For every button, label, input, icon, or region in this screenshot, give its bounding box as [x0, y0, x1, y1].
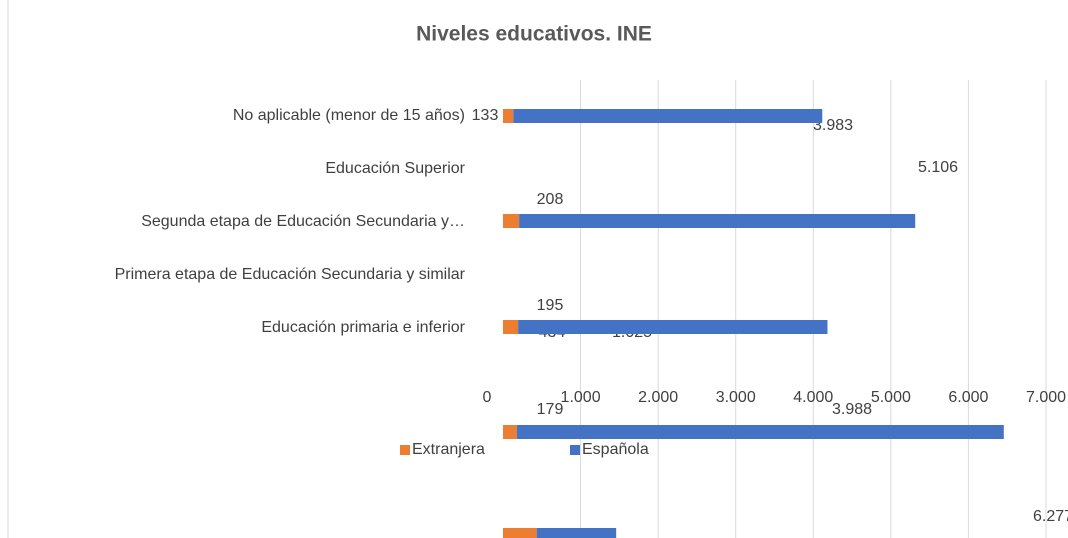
bar — [503, 109, 514, 123]
category-label: Educación primaria e inferior — [261, 319, 465, 336]
bar — [516, 425, 1004, 439]
category-label: Segunda etapa de Educación Secundaria y… — [141, 213, 465, 230]
x-tick-label: 7.000 — [1026, 389, 1066, 406]
x-tick-label: 0 — [483, 389, 492, 406]
bar — [536, 528, 617, 538]
x-tick-label: 3.000 — [716, 389, 756, 406]
category-label: Educación Superior — [325, 160, 465, 177]
data-label: 6.277 — [1033, 508, 1068, 525]
data-label: 133 — [472, 107, 499, 124]
chart-title: Niveles educativos. INE — [416, 23, 652, 46]
legend-label: Extranjera — [412, 441, 485, 458]
x-tick-label: 1.000 — [561, 389, 601, 406]
x-tick-label: 5.000 — [871, 389, 911, 406]
data-label: 208 — [537, 191, 564, 208]
bar — [519, 214, 916, 228]
bar — [518, 320, 828, 334]
legend-swatch — [570, 445, 580, 455]
x-tick-label: 6.000 — [948, 389, 988, 406]
category-label: Primera etapa de Educación Secundaria y … — [115, 266, 466, 283]
category-label: No aplicable (menor de 15 años) — [233, 107, 465, 124]
data-label: 3.983 — [813, 117, 853, 134]
x-tick-label: 2.000 — [638, 389, 678, 406]
bar — [503, 528, 537, 538]
legend-label: Española — [582, 441, 649, 458]
data-label: 195 — [537, 297, 564, 314]
bar — [503, 320, 519, 334]
data-label: 3.988 — [832, 401, 872, 418]
bar — [513, 109, 823, 123]
legend-swatch — [400, 445, 410, 455]
bar — [503, 214, 520, 228]
data-label: 179 — [537, 401, 564, 418]
x-tick-label: 4.000 — [793, 389, 833, 406]
bar — [503, 425, 517, 439]
data-label: 5.106 — [918, 159, 958, 176]
